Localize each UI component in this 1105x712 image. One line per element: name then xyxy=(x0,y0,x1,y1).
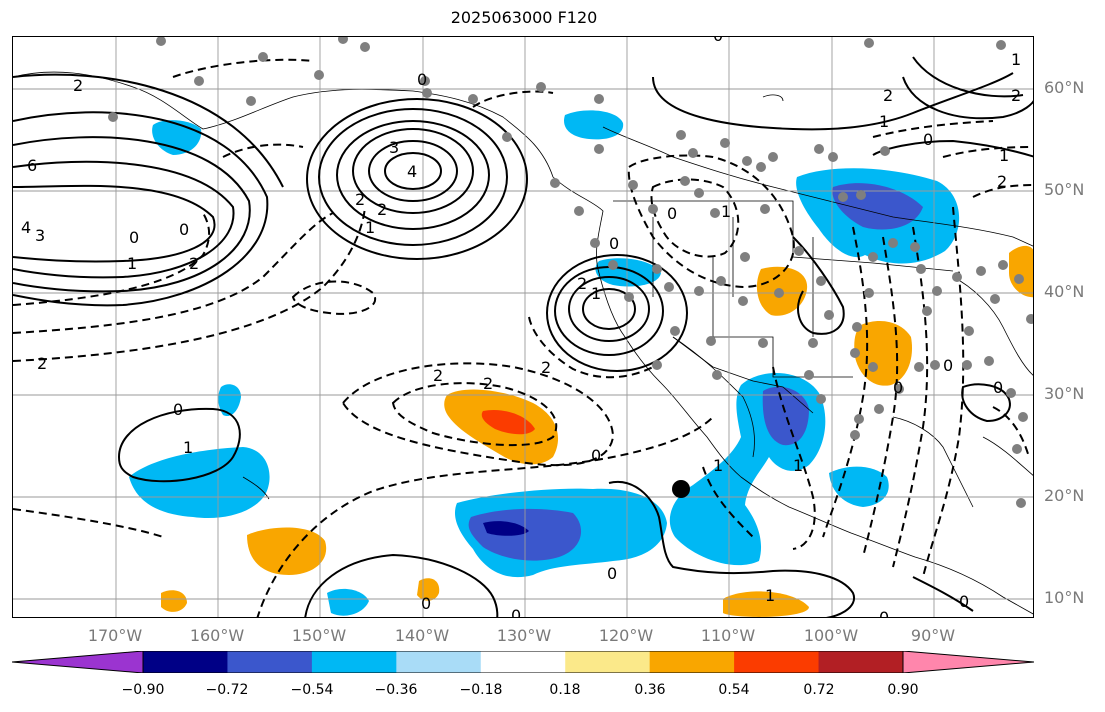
contour-label: 1 xyxy=(127,254,137,273)
contour-label: 3 xyxy=(35,226,45,245)
contour-label: 2 xyxy=(189,254,199,273)
contour-label: 0 xyxy=(511,606,521,618)
colorbar-outline xyxy=(142,651,904,673)
colorbar-max-extension xyxy=(902,651,1034,673)
contour-label: 0 xyxy=(879,608,889,618)
contour-label: 1 xyxy=(793,456,803,475)
colorbar-segment xyxy=(143,651,228,673)
lon-label-140w: 140°W xyxy=(394,626,450,645)
contour-label: 2 xyxy=(1011,86,1021,105)
contour-label: 2 xyxy=(377,200,387,219)
contour-label: 4 xyxy=(21,218,31,237)
lon-label-90w: 90°W xyxy=(910,626,956,645)
colorbar-segment xyxy=(396,651,482,673)
contour-label: 0 xyxy=(417,70,427,89)
colorbar-segment xyxy=(734,651,820,673)
contour-label: 2 xyxy=(355,190,365,209)
colorbar-tick: −0.36 xyxy=(374,682,418,698)
colorbar-tick: 0.72 xyxy=(803,682,835,698)
contour-label: 0 xyxy=(943,356,953,375)
lat-label-20n: 20°N xyxy=(1044,486,1085,505)
lat-label-10n: 10°N xyxy=(1044,588,1085,607)
lon-label-130w: 130°W xyxy=(496,626,552,645)
contour-label: 1 xyxy=(721,202,731,221)
contour-label: 0 xyxy=(591,446,601,465)
contour-label: 0 xyxy=(923,130,933,149)
contour-label: 0 xyxy=(893,378,903,397)
contour-label: 2 xyxy=(997,172,1007,191)
map-title: 2025063000 F120 xyxy=(450,8,598,27)
lat-label-60n: 60°N xyxy=(1044,78,1085,97)
lon-label-120w: 120°W xyxy=(598,626,654,645)
anomaly-shading xyxy=(129,110,1033,617)
contour-label: 1 xyxy=(879,112,889,131)
lon-label-160w: 160°W xyxy=(189,626,245,645)
colorbar-segment xyxy=(565,651,651,673)
contour-label: 2 xyxy=(73,76,83,95)
colorbar-segments xyxy=(143,651,904,673)
contour-label: 0 xyxy=(179,220,189,239)
contour-label: 1 xyxy=(999,146,1009,165)
colorbar xyxy=(12,651,1034,673)
contour-label: 2 xyxy=(433,366,443,385)
lat-label-50n: 50°N xyxy=(1044,180,1085,199)
contour-label: 1 xyxy=(765,586,775,605)
colorbar-tick: −0.72 xyxy=(205,682,249,698)
lat-label-30n: 30°N xyxy=(1044,384,1085,403)
contour-label: 0 xyxy=(713,37,723,45)
contour-label: 2 xyxy=(541,358,551,377)
contour-label: 1 xyxy=(1011,50,1021,69)
colorbar-segment xyxy=(480,651,566,673)
contour-label: 0 xyxy=(607,564,617,583)
contour-label: 0 xyxy=(173,400,183,419)
colorbar-tick: 0.54 xyxy=(718,682,750,698)
lon-label-100w: 100°W xyxy=(803,626,859,645)
colorbar-segment xyxy=(818,651,904,673)
lat-label-40n: 40°N xyxy=(1044,282,1085,301)
map-panel: 2 6 4 3 0 0 1 2 3 4 2 2 1 2 2 2 0 1 0 0 … xyxy=(12,36,1034,618)
contour-label: 2 xyxy=(883,86,893,105)
lon-label-170w: 170°W xyxy=(87,626,143,645)
map-canvas: 2 6 4 3 0 0 1 2 3 4 2 2 1 2 2 2 0 1 0 0 … xyxy=(13,37,1033,618)
contour-label: 6 xyxy=(27,156,37,175)
contour-label: 1 xyxy=(365,218,375,237)
colorbar-segment xyxy=(227,651,313,673)
colorbar-tick: −0.90 xyxy=(121,682,165,698)
contour-label: 0 xyxy=(667,204,677,223)
colorbar-tick: −0.18 xyxy=(459,682,503,698)
contour-label: 1 xyxy=(183,438,193,457)
contour-label: 1 xyxy=(713,456,723,475)
contour-label: 0 xyxy=(129,228,139,247)
contour-labels: 2 6 4 3 0 0 1 2 3 4 2 2 1 2 2 2 0 1 0 0 … xyxy=(21,37,1021,618)
positive-contours xyxy=(13,56,1033,617)
contour-label: 0 xyxy=(993,378,1003,397)
contour-label: 2 xyxy=(37,354,47,373)
colorbar-segment xyxy=(311,651,397,673)
colorbar-tick: 0.90 xyxy=(887,682,919,698)
lon-label-150w: 150°W xyxy=(291,626,347,645)
contour-label: 0 xyxy=(421,594,431,613)
station-markers xyxy=(108,37,1033,508)
contour-label: 4 xyxy=(407,162,417,181)
colorbar-tick: −0.54 xyxy=(290,682,334,698)
colorbar-tick: 0.18 xyxy=(549,682,581,698)
colorbar-segment xyxy=(649,651,735,673)
contour-label: 2 xyxy=(483,374,493,393)
contour-label: 1 xyxy=(591,284,601,303)
contour-label: 2 xyxy=(577,274,587,293)
contour-label: 0 xyxy=(609,234,619,253)
contour-label: 3 xyxy=(389,138,399,157)
graticule xyxy=(13,37,1033,617)
colorbar-min-extension xyxy=(12,651,144,673)
negative-contours xyxy=(13,58,1033,617)
colorbar-tick: 0.36 xyxy=(634,682,666,698)
contour-label: 0 xyxy=(959,592,969,611)
lon-label-110w: 110°W xyxy=(700,626,756,645)
